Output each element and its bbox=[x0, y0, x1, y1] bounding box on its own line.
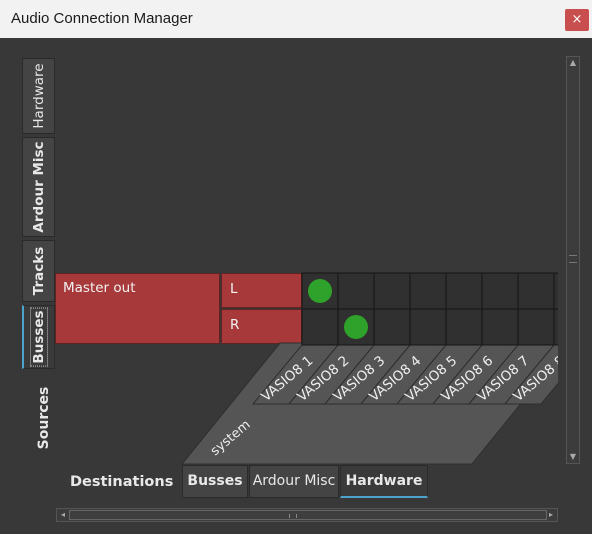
title-bar: Audio Connection Manager × bbox=[0, 0, 592, 39]
horizontal-scrollbar[interactable]: ◂ ▸ bbox=[56, 508, 558, 522]
source-tab-tracks[interactable]: Tracks bbox=[22, 240, 55, 302]
connection-dot-icon[interactable] bbox=[344, 315, 368, 339]
scroll-grip-icon bbox=[289, 514, 297, 518]
matrix-cell[interactable] bbox=[481, 272, 519, 310]
source-group-master-out: Master out bbox=[55, 273, 220, 344]
matrix-cell[interactable] bbox=[553, 308, 590, 346]
scroll-grip-icon bbox=[569, 255, 577, 263]
window-title: Audio Connection Manager bbox=[11, 10, 193, 27]
destination-port-header bbox=[503, 344, 558, 405]
connection-dot-icon[interactable] bbox=[308, 279, 332, 303]
vertical-scrollbar[interactable]: ▲ ▼ bbox=[566, 56, 580, 464]
source-group-label: Master out bbox=[63, 280, 136, 296]
matrix-cell[interactable] bbox=[301, 308, 339, 346]
matrix-cell[interactable] bbox=[481, 308, 519, 346]
matrix-cell[interactable] bbox=[373, 272, 411, 310]
scroll-left-icon[interactable]: ◂ bbox=[60, 510, 65, 519]
matrix-cell[interactable] bbox=[517, 272, 555, 310]
scroll-up-icon[interactable]: ▲ bbox=[569, 58, 577, 67]
scroll-right-icon[interactable]: ▸ bbox=[548, 510, 553, 519]
matrix-cell[interactable] bbox=[445, 308, 483, 346]
source-tab-hardware[interactable]: Hardware bbox=[22, 58, 55, 134]
matrix-cell[interactable] bbox=[337, 272, 375, 310]
source-tab-busses[interactable]: Busses bbox=[22, 304, 55, 370]
destination-tab-busses[interactable]: Busses bbox=[182, 465, 248, 498]
close-button[interactable]: × bbox=[565, 9, 589, 31]
source-tab-ardour-misc[interactable]: Ardour Misc bbox=[22, 137, 55, 237]
destination-tab-ardour-misc[interactable]: Ardour Misc bbox=[249, 465, 339, 498]
destinations-label: Destinations bbox=[70, 474, 174, 490]
matrix-cell[interactable] bbox=[409, 272, 447, 310]
matrix-cell[interactable] bbox=[445, 272, 483, 310]
source-channel-label: L bbox=[230, 281, 238, 297]
matrix-cell[interactable] bbox=[517, 308, 555, 346]
close-icon: × bbox=[571, 12, 583, 27]
scroll-down-icon[interactable]: ▼ bbox=[569, 452, 577, 461]
horizontal-scroll-thumb[interactable] bbox=[69, 510, 547, 520]
destination-tab-hardware[interactable]: Hardware bbox=[340, 465, 428, 498]
matrix-cell[interactable] bbox=[553, 272, 590, 310]
source-channel-label: R bbox=[230, 317, 240, 333]
source-channel-l: L bbox=[221, 273, 302, 308]
source-channel-r: R bbox=[221, 309, 302, 344]
matrix-cell[interactable] bbox=[373, 308, 411, 346]
matrix-cell[interactable] bbox=[409, 308, 447, 346]
